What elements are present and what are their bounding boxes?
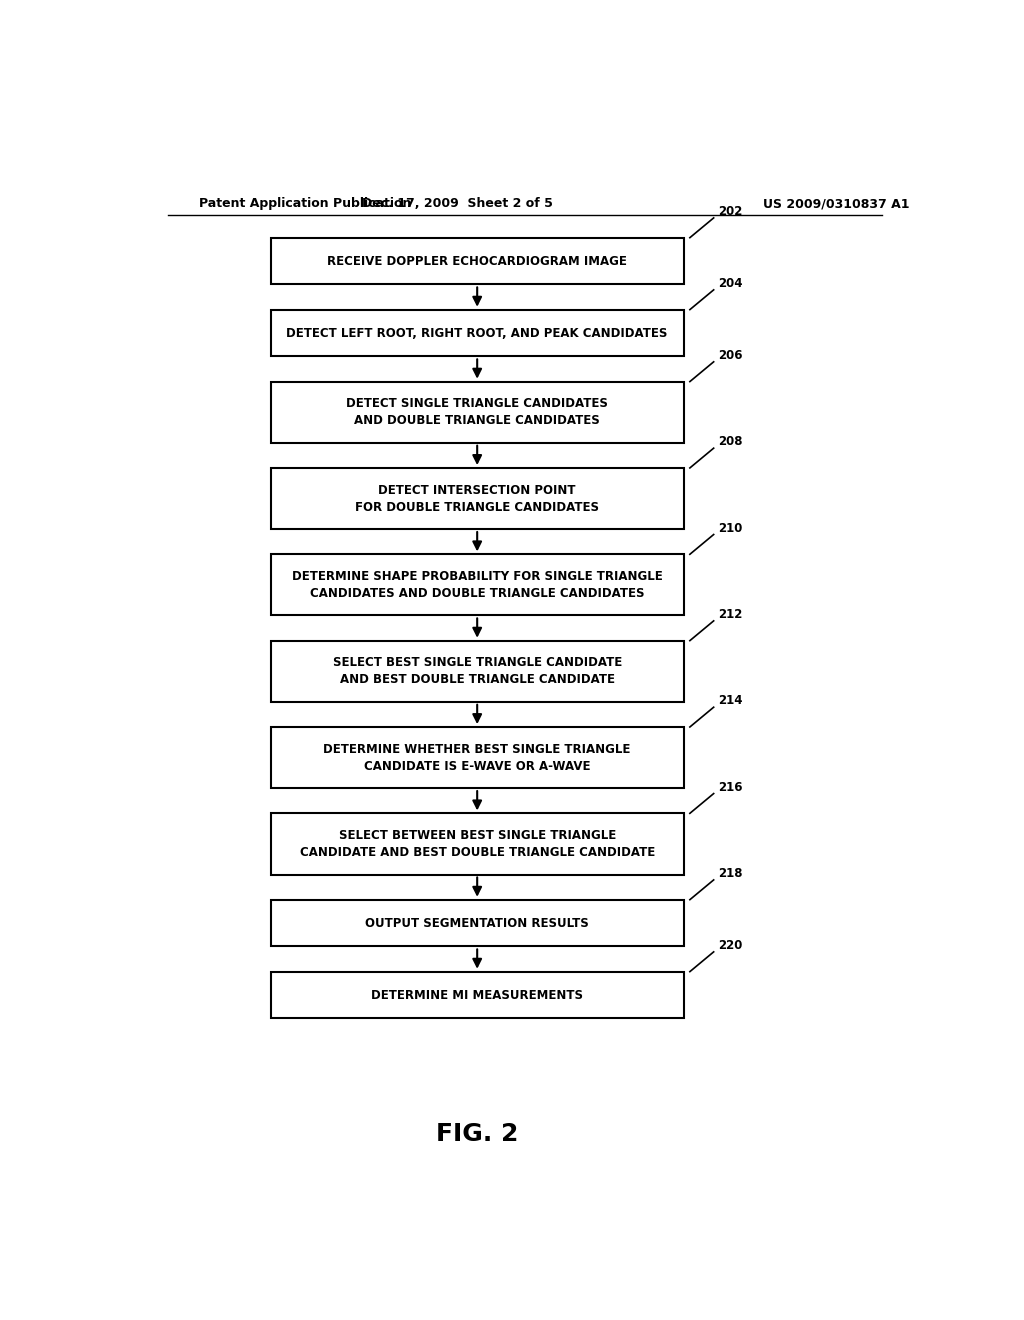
Bar	[270, 554, 684, 615]
Bar	[270, 381, 684, 442]
Bar	[270, 238, 684, 284]
Bar	[270, 469, 684, 529]
Text: 208: 208	[718, 436, 742, 449]
Text: 218: 218	[718, 867, 742, 880]
Bar	[270, 813, 684, 875]
Text: 220: 220	[718, 939, 742, 952]
Text: 206: 206	[718, 348, 742, 362]
Bar	[270, 727, 684, 788]
Text: 210: 210	[718, 521, 742, 535]
Text: DETECT INTERSECTION POINT
FOR DOUBLE TRIANGLE CANDIDATES: DETECT INTERSECTION POINT FOR DOUBLE TRI…	[355, 483, 599, 513]
Text: DETECT SINGLE TRIANGLE CANDIDATES
AND DOUBLE TRIANGLE CANDIDATES: DETECT SINGLE TRIANGLE CANDIDATES AND DO…	[346, 397, 608, 428]
Text: 202: 202	[718, 205, 742, 218]
Text: 216: 216	[718, 780, 742, 793]
Bar	[270, 972, 684, 1019]
Bar	[270, 900, 684, 946]
Text: RECEIVE DOPPLER ECHOCARDIOGRAM IMAGE: RECEIVE DOPPLER ECHOCARDIOGRAM IMAGE	[328, 255, 627, 268]
Text: DETERMINE WHETHER BEST SINGLE TRIANGLE
CANDIDATE IS E-WAVE OR A-WAVE: DETERMINE WHETHER BEST SINGLE TRIANGLE C…	[324, 743, 631, 772]
Text: 212: 212	[718, 607, 742, 620]
Text: 214: 214	[718, 694, 742, 708]
Text: SELECT BEST SINGLE TRIANGLE CANDIDATE
AND BEST DOUBLE TRIANGLE CANDIDATE: SELECT BEST SINGLE TRIANGLE CANDIDATE AN…	[333, 656, 622, 686]
Text: DETERMINE MI MEASUREMENTS: DETERMINE MI MEASUREMENTS	[371, 989, 584, 1002]
Text: 204: 204	[718, 277, 742, 290]
Text: Patent Application Publication: Patent Application Publication	[200, 197, 412, 210]
Bar	[270, 310, 684, 356]
Text: FIG. 2: FIG. 2	[436, 1122, 518, 1146]
Text: US 2009/0310837 A1: US 2009/0310837 A1	[763, 197, 909, 210]
Bar	[270, 640, 684, 702]
Text: DETERMINE SHAPE PROBABILITY FOR SINGLE TRIANGLE
CANDIDATES AND DOUBLE TRIANGLE C: DETERMINE SHAPE PROBABILITY FOR SINGLE T…	[292, 570, 663, 599]
Text: SELECT BETWEEN BEST SINGLE TRIANGLE
CANDIDATE AND BEST DOUBLE TRIANGLE CANDIDATE: SELECT BETWEEN BEST SINGLE TRIANGLE CAND…	[300, 829, 654, 859]
Text: Dec. 17, 2009  Sheet 2 of 5: Dec. 17, 2009 Sheet 2 of 5	[361, 197, 553, 210]
Text: OUTPUT SEGMENTATION RESULTS: OUTPUT SEGMENTATION RESULTS	[366, 916, 589, 929]
Text: DETECT LEFT ROOT, RIGHT ROOT, AND PEAK CANDIDATES: DETECT LEFT ROOT, RIGHT ROOT, AND PEAK C…	[287, 326, 668, 339]
